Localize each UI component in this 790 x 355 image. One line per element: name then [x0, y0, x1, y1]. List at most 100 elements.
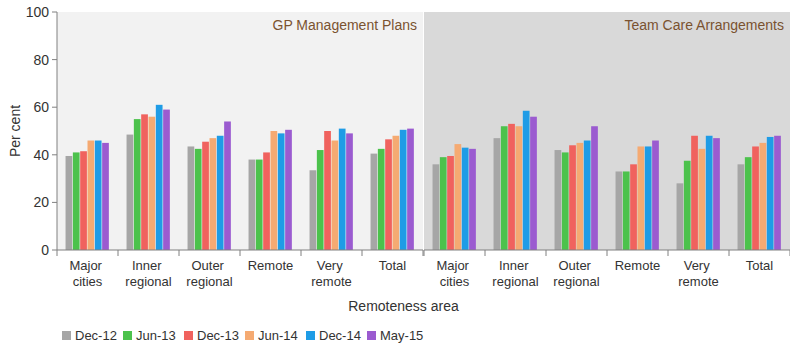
x-tick-label: Major cities — [69, 258, 105, 289]
x-tick-label: Outer regional — [553, 258, 599, 289]
legend-swatch — [245, 331, 254, 340]
label-line: Outer — [558, 258, 594, 273]
bar — [684, 161, 691, 250]
category-separator — [546, 250, 547, 256]
bar — [774, 136, 781, 250]
bar — [447, 156, 454, 250]
bar — [249, 160, 256, 250]
bar — [469, 149, 476, 250]
bar — [713, 138, 720, 250]
bar — [400, 130, 407, 250]
bar — [569, 145, 576, 250]
category-separator — [729, 250, 730, 256]
bar — [217, 136, 224, 250]
bar — [455, 144, 462, 250]
bar — [332, 141, 339, 250]
bar — [156, 105, 163, 250]
y-tick — [52, 202, 57, 203]
bar — [88, 141, 95, 250]
y-axis-line — [57, 12, 58, 250]
bars — [66, 105, 414, 250]
label-line: cities — [440, 274, 470, 289]
bar — [346, 133, 353, 250]
bar — [371, 154, 378, 250]
category-separator — [485, 250, 486, 256]
y-tick-label: 40 — [33, 147, 49, 163]
panel-background — [57, 12, 423, 250]
bar — [285, 130, 292, 250]
label-line: Major — [436, 258, 472, 273]
category-separator — [362, 250, 363, 256]
label-line: regional — [492, 274, 538, 289]
bar — [652, 141, 659, 250]
bar — [393, 136, 400, 250]
panel-background — [424, 12, 790, 250]
bar — [385, 139, 392, 250]
label-line: Major — [69, 258, 105, 273]
x-tick-label: Inner regional — [492, 258, 538, 289]
bar — [623, 171, 630, 250]
bar — [530, 117, 537, 250]
bar — [645, 146, 652, 250]
x-tick-label: Inner regional — [125, 258, 171, 289]
bar — [745, 157, 752, 250]
bar — [691, 136, 698, 250]
x-tick-label: Total — [379, 258, 407, 273]
label-line: Inner — [499, 258, 532, 273]
bar — [706, 136, 713, 250]
bar — [210, 138, 217, 250]
legend-swatch — [306, 331, 315, 340]
y-tick-label: 80 — [33, 52, 49, 68]
category-separator — [607, 250, 608, 256]
legend-label: Dec-14 — [319, 328, 361, 343]
panel-title: GP Management Plans — [273, 17, 418, 33]
bar — [523, 111, 530, 250]
y-tick-label: 20 — [33, 194, 49, 210]
bar — [638, 146, 645, 250]
bar — [752, 146, 759, 250]
label-line: Very — [317, 258, 347, 273]
bar — [224, 121, 231, 250]
bar — [378, 149, 385, 250]
legend-swatch — [367, 331, 376, 340]
bar — [149, 117, 156, 250]
x-tick-label: Remote — [615, 258, 661, 273]
bar — [141, 114, 148, 250]
legend-swatch — [123, 331, 132, 340]
bar — [577, 143, 584, 250]
label-line: regional — [553, 274, 599, 289]
legend-label: Jun-13 — [136, 328, 176, 343]
y-tick — [52, 250, 57, 251]
bar — [317, 150, 324, 250]
bar — [202, 142, 209, 250]
chart-root: 020406080100Major citiesInner regionalOu… — [0, 0, 790, 355]
legend-label: Jun-14 — [258, 328, 298, 343]
category-separator — [424, 250, 425, 256]
bar — [760, 143, 767, 250]
bar — [95, 141, 102, 250]
bar — [407, 129, 414, 250]
bars — [433, 111, 781, 250]
category-separator — [240, 250, 241, 256]
bar — [127, 135, 134, 250]
legend-label: Dec-13 — [197, 328, 239, 343]
bar — [699, 149, 706, 250]
label-line: remote — [311, 274, 351, 289]
bar — [195, 149, 202, 250]
category-separator — [668, 250, 669, 256]
y-tick — [52, 107, 57, 108]
bar — [271, 131, 278, 250]
bar — [278, 133, 285, 250]
bar — [163, 110, 170, 250]
label-line: Outer — [191, 258, 227, 273]
bar — [616, 171, 623, 250]
bar — [310, 170, 317, 250]
category-separator — [301, 250, 302, 256]
x-tick-label: Very remote — [678, 258, 718, 289]
y-tick-label: 60 — [33, 99, 49, 115]
label-line: regional — [125, 274, 171, 289]
category-separator — [423, 250, 424, 256]
bar — [102, 143, 109, 250]
bar — [433, 164, 440, 250]
bar — [324, 131, 331, 250]
